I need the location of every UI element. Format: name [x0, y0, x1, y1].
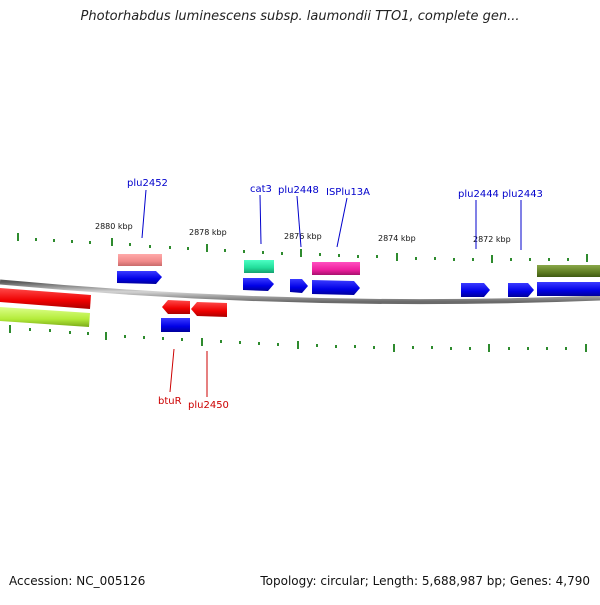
scale-label: 2874 kbp [378, 234, 416, 243]
genome-backbone [0, 279, 600, 305]
cds-forward-3[interactable] [290, 279, 308, 293]
feature-lime-1[interactable] [0, 307, 90, 327]
genome-title: Photorhabdus luminescens subsp. laumondi… [80, 9, 520, 24]
feature-track-lower [0, 288, 227, 332]
cds-forward-1[interactable] [117, 271, 162, 284]
gene-label[interactable]: ISPlu13A [326, 187, 370, 198]
feature-salmon-1[interactable] [118, 254, 162, 266]
bottom-label-leaders [169, 348, 208, 397]
cds-reverse-3[interactable] [191, 302, 227, 317]
scale-label: 2872 kbp [473, 235, 511, 244]
gene-label[interactable]: cat3 [250, 184, 272, 195]
scale-label: 2876 kbp [284, 232, 322, 241]
gene-label[interactable]: plu2444 [458, 189, 499, 200]
inner-tick-row [9, 325, 587, 352]
cds-reverse-2[interactable] [162, 300, 190, 314]
genome-summary-text: Topology: circular; Length: 5,688,987 bp… [260, 574, 590, 588]
feature-pink-1[interactable] [312, 262, 360, 275]
top-label-leaders [141, 189, 522, 250]
cds-forward-7[interactable] [537, 282, 600, 296]
accession-text: Accession: NC_005126 [9, 574, 146, 588]
cds-forward-8[interactable] [161, 318, 190, 332]
gene-label[interactable]: btuR [158, 396, 182, 407]
scale-label: 2880 kbp [95, 222, 133, 231]
cds-forward-4[interactable] [312, 280, 360, 295]
cds-reverse-1[interactable] [0, 288, 91, 309]
gene-label[interactable]: plu2443 [502, 189, 543, 200]
feature-olive-1[interactable] [537, 265, 600, 277]
gene-label[interactable]: plu2450 [188, 400, 229, 411]
cds-forward-6[interactable] [508, 283, 534, 297]
feature-track-upper [117, 254, 600, 297]
cds-forward-2[interactable] [243, 278, 274, 291]
gene-label[interactable]: plu2452 [127, 178, 168, 189]
feature-teal-1[interactable] [244, 260, 274, 273]
outer-tick-row [17, 233, 588, 263]
cds-forward-5[interactable] [461, 283, 490, 297]
scale-label: 2878 kbp [189, 228, 227, 237]
gene-label[interactable]: plu2448 [278, 185, 319, 196]
